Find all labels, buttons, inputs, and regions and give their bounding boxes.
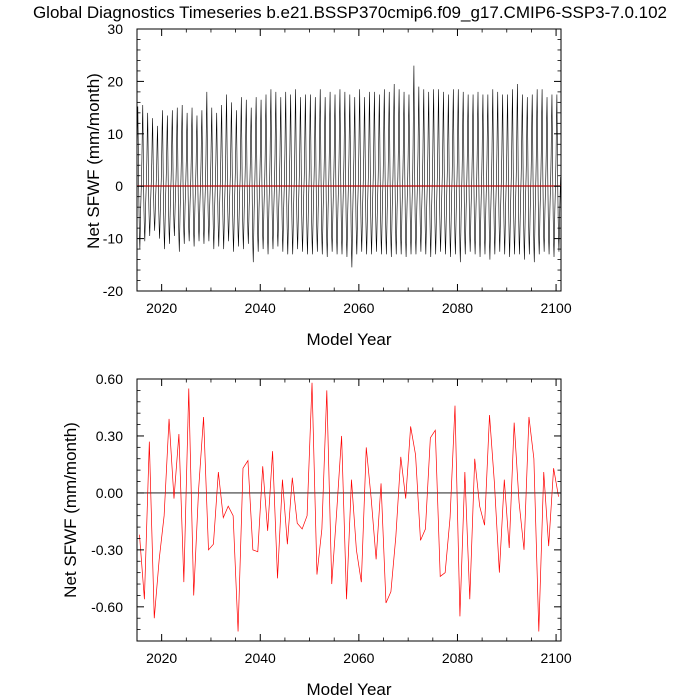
monthly-series-line xyxy=(136,65,561,268)
top-ylabel: Net SFWF (mm/month) xyxy=(84,73,103,249)
x-tick-label: 2100 xyxy=(540,650,571,666)
x-tick-label: 2080 xyxy=(442,300,473,316)
y-tick-label: -10 xyxy=(103,231,123,247)
bottom-plot-frame xyxy=(136,378,562,642)
y-tick-label: -0.30 xyxy=(91,542,123,558)
bottom-ylabel: Net SFWF (mm/month) xyxy=(61,422,80,598)
x-tick-label: 2040 xyxy=(245,650,276,666)
x-tick-label: 2100 xyxy=(540,300,571,316)
top-plot-marks xyxy=(136,65,561,268)
annual-series-line xyxy=(139,382,559,632)
y-tick-label: 30 xyxy=(107,21,123,37)
x-tick-label: 2020 xyxy=(146,300,177,316)
y-tick-label: -0.60 xyxy=(91,599,123,615)
y-tick-label: 0.00 xyxy=(96,485,123,501)
top-xlabel: Model Year xyxy=(306,330,391,349)
top-panel: 2020 2040 2060 2080 2100 -20 -10 0 10 20 30 Model … xyxy=(84,21,572,349)
bottom-panel: 2020 2040 2060 2080 2100 -0.60 -0.30 0.00 0.30 0.… xyxy=(61,371,572,699)
y-tick-label: 10 xyxy=(107,126,123,142)
y-tick-label: 20 xyxy=(107,73,123,89)
y-tick-label: -20 xyxy=(103,283,123,299)
y-tick-label: 0.30 xyxy=(96,428,123,444)
top-plot-frame xyxy=(136,28,562,292)
x-tick-label: 2040 xyxy=(245,300,276,316)
bottom-plot-marks xyxy=(137,382,561,632)
top-axis-ticks: 2020 2040 2060 2080 2100 -20 -10 0 10 20 30 xyxy=(103,21,572,316)
chart-title: Global Diagnostics Timeseries b.e21.BSSP… xyxy=(33,3,667,22)
y-tick-label: 0.60 xyxy=(96,371,123,387)
bottom-axis-ticks: 2020 2040 2060 2080 2100 -0.60 -0.30 0.00 0.30 0.… xyxy=(91,371,572,666)
x-tick-label: 2060 xyxy=(343,650,374,666)
bottom-xlabel: Model Year xyxy=(306,680,391,699)
y-tick-label: 0 xyxy=(115,178,123,194)
x-tick-label: 2080 xyxy=(442,650,473,666)
x-tick-label: 2060 xyxy=(343,300,374,316)
x-tick-label: 2020 xyxy=(146,650,177,666)
